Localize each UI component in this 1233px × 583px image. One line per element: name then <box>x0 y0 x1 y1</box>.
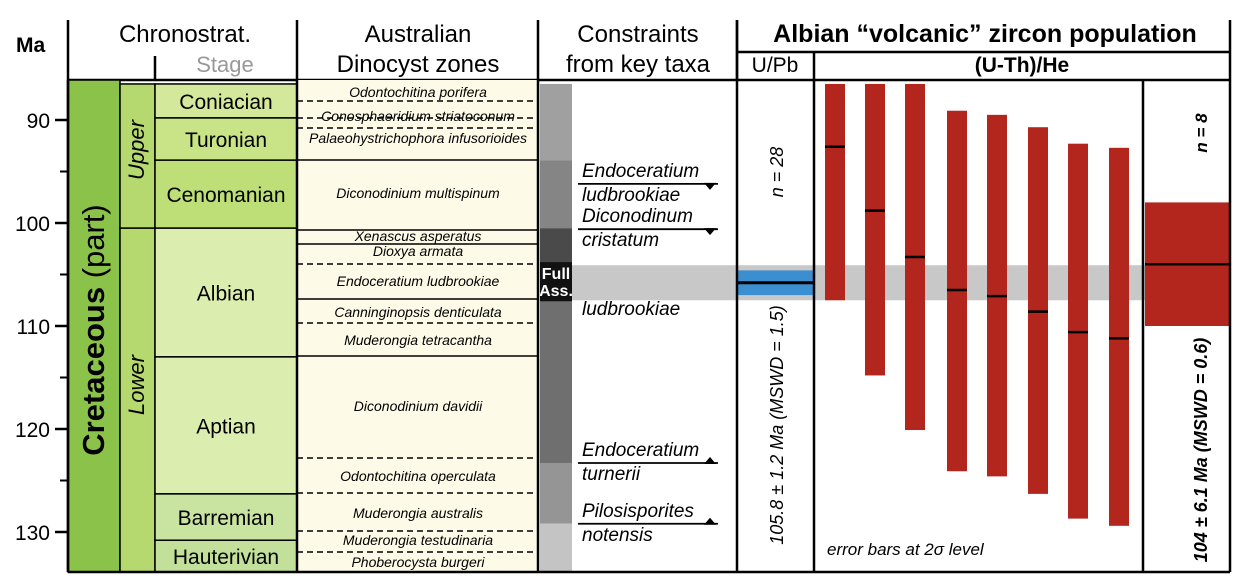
dinocyst-header-line2: Dinocyst zones <box>337 51 500 78</box>
constraint-range-segment <box>540 301 572 463</box>
uthhe-grain-error-bar <box>1109 147 1129 526</box>
chrono-header: Chronostrat. <box>119 21 251 48</box>
full-ass-line2: Ass. <box>539 283 573 300</box>
constraint-taxon-name: Endoceratium <box>582 161 699 182</box>
constraint-taxon-name: Endoceratium <box>582 440 699 461</box>
constraint-taxon-name: ludbrookiae <box>582 185 680 206</box>
dinocyst-zone-label: Conosphaeridium striatoconum <box>321 108 515 124</box>
dinocyst-zone-boundaries <box>297 100 538 553</box>
series-label-lower: Lower <box>124 353 149 415</box>
stage-label-coniacian: Coniacian <box>179 91 272 114</box>
age-axis: 90 100 110 120 130 <box>15 80 70 572</box>
uthhe-n-label: n = 8 <box>1192 113 1211 153</box>
stage-block-turonian <box>154 117 298 161</box>
dinocyst-header-line1: Australian <box>365 21 472 48</box>
stage-block-cenomanian <box>154 159 298 229</box>
zircon-panel <box>66 20 1232 574</box>
taxon-first-appearance-marker <box>704 517 716 525</box>
uthhe-age-label: 104 ± 6.1 Ma (MSWD = 0.6) <box>1191 338 1211 562</box>
stage-block-aptian <box>154 356 298 495</box>
dinocyst-zone-label: Diconodinium multispinum <box>336 185 500 201</box>
taxon-last-appearance-marker <box>704 182 716 190</box>
upb-header: U/Pb <box>752 54 799 77</box>
dinocyst-zone-label: Odontochitina operculata <box>340 468 496 484</box>
constraint-taxon-name: ludbrookiae <box>582 299 680 320</box>
stage-label-turonian: Turonian <box>185 129 267 152</box>
constraint-range-segment <box>540 228 572 263</box>
uthhe-note: error bars at 2σ level <box>827 540 985 559</box>
stage-block-barremian <box>154 493 298 541</box>
stage-label-cenomanian: Cenomanian <box>166 184 285 207</box>
constraint-range-segment <box>540 462 572 524</box>
constraints-header-line2: from key taxa <box>566 51 711 78</box>
age-axis-tick-label: 110 <box>17 316 50 339</box>
constraint-taxon-name: Diconodinum <box>582 206 693 227</box>
upb-n-label: n = 28 <box>767 147 787 198</box>
albian-zircon-title: Albian “volcanic” zircon population <box>773 20 1197 48</box>
dinocyst-zone-labels: Odontochitina porifera Conosphaeridium st… <box>309 84 527 570</box>
constraint-taxon-name: Pilosisporites <box>582 501 694 522</box>
constraint-taxon-name: notensis <box>582 525 653 546</box>
uthhe-grain-error-bar <box>825 83 845 301</box>
dinocyst-zone-label: Muderongia tetracantha <box>344 332 492 348</box>
constraint-range-segment <box>540 523 572 572</box>
stage-block-coniacian <box>154 83 298 119</box>
ma-header: Ma <box>16 34 45 57</box>
full-assemblage-block <box>540 262 572 302</box>
stage-label-barremian: Barremian <box>178 507 275 530</box>
full-ass-line1: Full <box>542 266 570 283</box>
system-label-plain: (part) <box>76 204 111 287</box>
dinocyst-zone-label: Diconodinium davidii <box>354 398 483 414</box>
chronostrat-columns: Upper Lower Coniacian Turonian Cenomanian Alb… <box>67 79 298 573</box>
dinocyst-zone-label: Palaeohystrichophora infusorioides <box>309 130 527 146</box>
dinocyst-zone-label: Dioxya armata <box>373 243 463 259</box>
dinocyst-zone-label: Canninginopsis denticulata <box>334 304 502 320</box>
constraints-column: EndoceratiumludbrookiaeDiconodinumcrista… <box>540 83 718 572</box>
dinocyst-zone-label: Muderongia testudinaria <box>343 532 493 548</box>
dinocyst-column-bg <box>297 80 538 572</box>
uthhe-header: (U-Th)/He <box>975 54 1069 77</box>
constraint-taxon-name: turnerii <box>582 464 641 485</box>
stage-label-albian: Albian <box>197 283 255 306</box>
header-lines <box>66 20 1232 82</box>
system-label: Cretaceous (part) <box>76 204 111 456</box>
age-axis-tick-label: 90 <box>27 110 50 133</box>
constraints-header-line1: Constraints <box>577 21 698 48</box>
dinocyst-zone-label: Xenascus asperatus <box>354 228 482 244</box>
stage-label-aptian: Aptian <box>196 415 256 438</box>
dinocyst-zone-label: Phoberocysta burgeri <box>351 554 485 570</box>
stage-label-hauterivian: Hauterivian <box>173 546 279 569</box>
series-label-upper: Upper <box>124 118 149 180</box>
age-axis-tick-label: 100 <box>15 213 50 236</box>
dinocyst-zone-label: Endoceratium ludbrookiae <box>337 273 500 289</box>
dinocyst-zone-label: Muderongia australis <box>353 505 483 521</box>
dinocyst-zone-label: Odontochitina porifera <box>349 84 487 100</box>
constraint-taxon-name: cristatum <box>582 230 659 251</box>
uthhe-grain-error-bar <box>865 83 885 376</box>
age-axis-tick-label: 130 <box>15 522 50 545</box>
constraint-range-segment <box>540 83 572 161</box>
taxon-first-appearance-marker <box>704 456 716 464</box>
stage-header: Stage <box>196 52 254 77</box>
system-label-bold: Cretaceous <box>76 287 111 456</box>
taxon-last-appearance-marker <box>704 228 716 236</box>
upb-age-label: 105.8 ± 1.2 Ma (MSWD = 1.5) <box>767 305 787 544</box>
constraint-range-segment <box>540 160 572 229</box>
age-axis-tick-label: 120 <box>15 419 50 442</box>
